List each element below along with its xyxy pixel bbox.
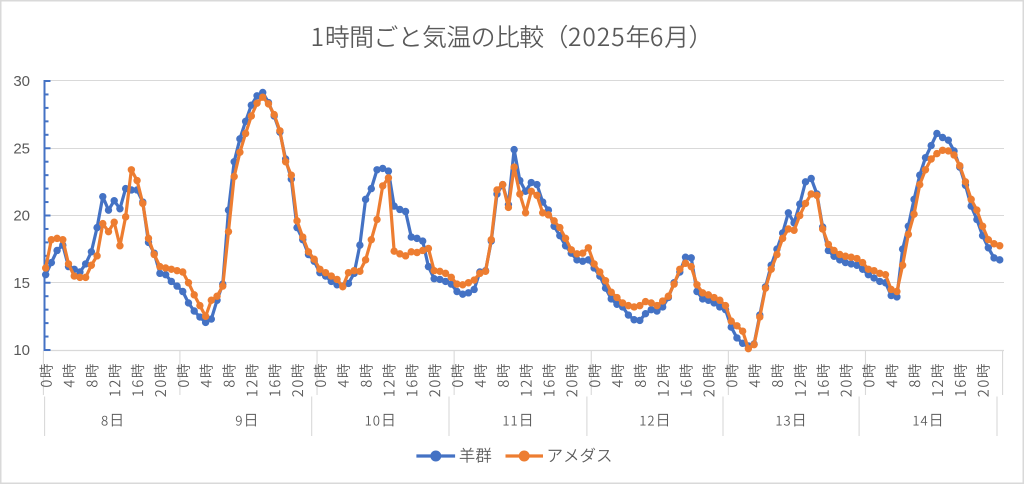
svg-text:20: 20 <box>13 208 30 225</box>
svg-text:10: 10 <box>13 342 30 359</box>
svg-text:25: 25 <box>13 140 30 157</box>
svg-text:30: 30 <box>13 73 30 90</box>
svg-text:15: 15 <box>13 275 30 292</box>
